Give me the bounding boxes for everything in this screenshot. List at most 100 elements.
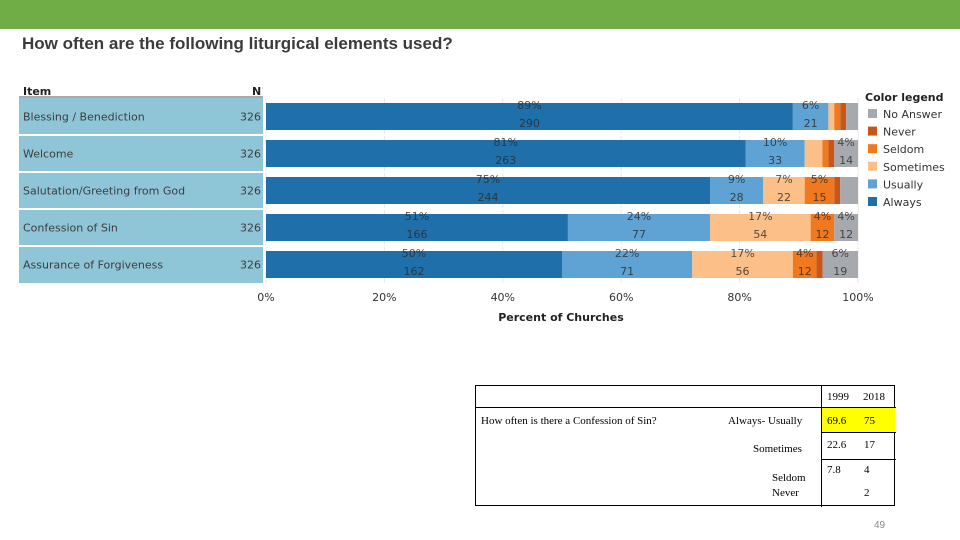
x-tick-label: 60%: [609, 291, 633, 304]
row-n-value: 326: [240, 111, 261, 124]
segment-count-label: 21: [804, 117, 818, 130]
legend-entry: Sometimes: [883, 161, 945, 174]
row-label-never: Never: [772, 487, 799, 499]
bar-segment-sometimes: [804, 140, 823, 167]
segment-count-label: 12: [815, 228, 829, 241]
segment-count-label: 162: [404, 265, 425, 278]
legend-entry: Usually: [883, 178, 924, 191]
bar-segment-seldom: [810, 214, 835, 241]
legend-entry: Seldom: [883, 143, 924, 156]
table-divider: [821, 386, 822, 507]
table-divider: [821, 459, 896, 460]
segment-percent-label: 81%: [494, 136, 518, 149]
bar-segment-seldom: [804, 177, 835, 204]
segment-percent-label: 9%: [728, 173, 745, 186]
page-title: How often are the following liturgical e…: [22, 34, 453, 53]
segment-count-label: 54: [753, 228, 767, 241]
segment-percent-label: 4%: [814, 210, 831, 223]
segment-count-label: 14: [839, 154, 853, 167]
bar-segment-usually: [562, 251, 693, 278]
row-label-sometimes: Sometimes: [753, 443, 802, 455]
value-2018-never: 2: [864, 487, 870, 499]
table-divider: [821, 432, 896, 433]
row-n-value: 326: [240, 222, 261, 235]
bar-segment-always: [266, 251, 562, 278]
segment-count-label: 12: [798, 265, 812, 278]
row-n-value: 326: [240, 185, 261, 198]
legend-swatch: [868, 179, 877, 189]
segment-percent-label: 10%: [763, 136, 787, 149]
bar-segment-sometimes: [828, 103, 835, 130]
bar-segment-sometimes: [710, 214, 811, 241]
row-label-always-usually: Always- Usually: [728, 415, 803, 427]
bar-segment-sometimes: [692, 251, 793, 278]
legend-entry: No Answer: [883, 108, 942, 121]
segment-percent-label: 6%: [802, 99, 819, 112]
highlighted-cell: [821, 408, 895, 432]
item-column-header: Item: [23, 85, 51, 98]
bar-segment-sometimes: [763, 177, 805, 204]
bar-segment-usually: [710, 177, 764, 204]
segment-count-label: 12: [839, 228, 853, 241]
legend-swatch: [868, 161, 877, 171]
n-column-header: N: [252, 85, 261, 98]
item-label-panel: [19, 98, 263, 283]
legend-swatch: [868, 197, 877, 206]
x-tick-label: 40%: [491, 291, 515, 304]
segment-count-label: 15: [813, 191, 827, 204]
segment-count-label: 263: [495, 154, 516, 167]
legend-swatch: [868, 144, 877, 154]
segment-percent-label: 17%: [730, 247, 754, 260]
segment-count-label: 244: [478, 191, 499, 204]
segment-count-label: 290: [519, 117, 540, 130]
bar-segment-never: [840, 103, 847, 130]
bar-segment-no-answer: [846, 103, 858, 130]
confession-comparison-table: 1999 2018 How often is there a Confessio…: [475, 385, 896, 507]
segment-percent-label: 5%: [811, 173, 828, 186]
value-1999-always-usually: 69.6: [827, 415, 847, 427]
x-axis-title: Percent of Churches: [498, 311, 624, 324]
segment-count-label: 22: [777, 191, 791, 204]
value-2018-sometimes: 17: [864, 439, 875, 451]
bar-segment-always: [266, 103, 793, 130]
segment-percent-label: 51%: [405, 210, 429, 223]
segment-count-label: 56: [736, 265, 750, 278]
segment-count-label: 77: [632, 228, 646, 241]
top-accent-bar: [0, 0, 960, 29]
bar-segment-never: [816, 251, 823, 278]
segment-percent-label: 17%: [748, 210, 772, 223]
x-tick-label: 80%: [727, 291, 751, 304]
value-1999-seldom: 7.8: [827, 464, 841, 476]
legend-entry: Never: [883, 126, 916, 139]
segment-count-label: 19: [833, 265, 847, 278]
segment-percent-label: 24%: [627, 210, 651, 223]
legend-swatch: [868, 109, 877, 118]
segment-count-label: 166: [406, 228, 427, 241]
stacked-bar-chart: Item N Blessing / Benediction 326 Welcome 3…: [19, 85, 945, 324]
segment-percent-label: 22%: [615, 247, 639, 260]
segment-percent-label: 7%: [775, 173, 792, 186]
segment-percent-label: 6%: [832, 247, 849, 260]
bar-segment-seldom: [834, 103, 841, 130]
row-label: Salutation/Greeting from God: [23, 185, 185, 198]
table-divider: [476, 407, 896, 408]
segment-count-label: 33: [768, 154, 782, 167]
year-header-2018: 2018: [863, 391, 885, 403]
bar-segment-seldom: [822, 140, 829, 167]
bar-segment-never: [828, 140, 835, 167]
bar-segment-always: [266, 177, 710, 204]
bar-segment-no-answer: [840, 177, 858, 204]
row-label: Assurance of Forgiveness: [23, 259, 163, 272]
segment-count-label: 71: [620, 265, 634, 278]
bar-segment-seldom: [792, 251, 817, 278]
value-1999-sometimes: 22.6: [827, 439, 847, 451]
bar-segment-never: [834, 177, 841, 204]
segment-percent-label: 4%: [796, 247, 813, 260]
bar-segment-usually: [567, 214, 710, 241]
page-number: 49: [874, 520, 886, 531]
segment-percent-label: 4%: [837, 136, 854, 149]
bar-segment-no-answer: [834, 214, 858, 241]
x-tick-label: 0%: [257, 291, 274, 304]
segment-percent-label: 50%: [402, 247, 426, 260]
bar-segment-always: [266, 140, 746, 167]
